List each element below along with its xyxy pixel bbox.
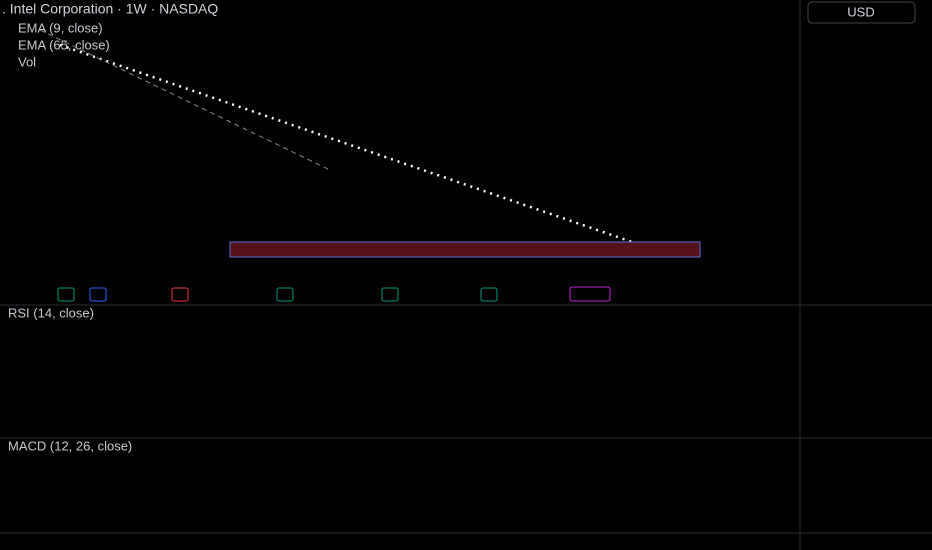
indicator-label: EMA (65, close) [18,37,110,52]
rsi-label: RSI (14, close) [8,305,94,320]
earnings-markers [57,286,611,302]
chart-title: . Intel Corporation · 1W · NASDAQ [2,1,218,17]
currency-button[interactable] [807,1,916,24]
zone [229,241,701,258]
indicator-label: EMA (9, close) [18,20,103,35]
volume-label: Vol [18,54,36,69]
currency-label: USD [847,4,874,19]
price-axis-panel [800,0,932,550]
macd-label: MACD (12, 26, close) [8,438,132,453]
